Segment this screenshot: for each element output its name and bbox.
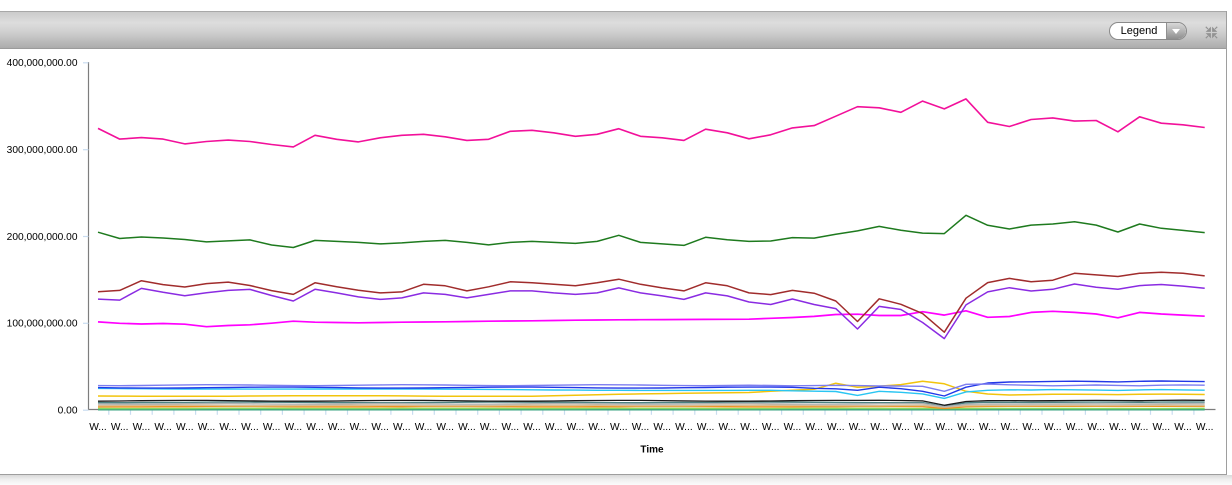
svg-text:W...: W...	[892, 422, 910, 433]
svg-text:W...: W...	[632, 422, 650, 433]
svg-text:W...: W...	[957, 422, 975, 433]
svg-text:W...: W...	[740, 422, 758, 433]
svg-text:W...: W...	[219, 422, 237, 433]
svg-text:W...: W...	[610, 422, 628, 433]
svg-text:W...: W...	[285, 422, 303, 433]
svg-text:W...: W...	[979, 422, 997, 433]
svg-text:W...: W...	[762, 422, 780, 433]
svg-text:W...: W...	[480, 422, 498, 433]
svg-text:W...: W...	[1109, 422, 1127, 433]
svg-text:W...: W...	[176, 422, 194, 433]
svg-text:W...: W...	[1196, 422, 1214, 433]
svg-text:W...: W...	[653, 422, 671, 433]
svg-text:W...: W...	[675, 422, 693, 433]
svg-text:W...: W...	[1022, 422, 1040, 433]
svg-text:W...: W...	[198, 422, 216, 433]
svg-text:W...: W...	[350, 422, 368, 433]
svg-text:W...: W...	[133, 422, 151, 433]
svg-text:100,000,000.00: 100,000,000.00	[7, 319, 78, 330]
svg-text:W...: W...	[241, 422, 259, 433]
svg-text:W...: W...	[805, 422, 823, 433]
svg-text:W...: W...	[719, 422, 737, 433]
svg-text:W...: W...	[111, 422, 129, 433]
svg-text:200,000,000.00: 200,000,000.00	[7, 232, 78, 243]
svg-text:W...: W...	[827, 422, 845, 433]
svg-text:W...: W...	[523, 422, 541, 433]
svg-text:W...: W...	[1087, 422, 1105, 433]
svg-text:W...: W...	[458, 422, 476, 433]
svg-text:W...: W...	[936, 422, 954, 433]
svg-text:W...: W...	[306, 422, 324, 433]
svg-text:W...: W...	[154, 422, 172, 433]
svg-text:W...: W...	[393, 422, 411, 433]
svg-text:W...: W...	[502, 422, 520, 433]
svg-text:W...: W...	[545, 422, 563, 433]
svg-text:W...: W...	[89, 422, 107, 433]
svg-text:W...: W...	[1174, 422, 1192, 433]
svg-text:W...: W...	[263, 422, 281, 433]
svg-text:W...: W...	[870, 422, 888, 433]
svg-text:W...: W...	[1131, 422, 1149, 433]
svg-text:W...: W...	[849, 422, 867, 433]
svg-text:W...: W...	[1001, 422, 1019, 433]
svg-text:W...: W...	[415, 422, 433, 433]
svg-text:W...: W...	[1066, 422, 1084, 433]
svg-text:W...: W...	[784, 422, 802, 433]
svg-text:Time: Time	[640, 445, 664, 456]
svg-text:W...: W...	[436, 422, 454, 433]
svg-text:300,000,000.00: 300,000,000.00	[7, 145, 78, 156]
svg-text:W...: W...	[328, 422, 346, 433]
svg-text:W...: W...	[1153, 422, 1171, 433]
svg-text:0.00: 0.00	[58, 406, 78, 417]
svg-text:W...: W...	[1044, 422, 1062, 433]
svg-text:W...: W...	[697, 422, 715, 433]
svg-text:W...: W...	[588, 422, 606, 433]
svg-text:W...: W...	[914, 422, 932, 433]
svg-text:W...: W...	[567, 422, 585, 433]
svg-text:W...: W...	[371, 422, 389, 433]
svg-text:400,000,000.00: 400,000,000.00	[7, 58, 78, 69]
